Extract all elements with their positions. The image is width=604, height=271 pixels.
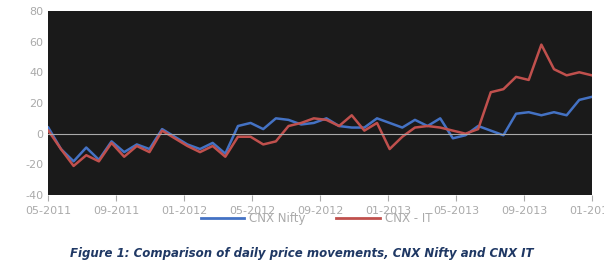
CNX Nifty [196,147,204,151]
CNX - IT [57,147,65,151]
CNX Nifty [146,147,153,151]
CNX - IT [373,121,381,125]
CNX - IT [171,137,178,140]
CNX Nifty [525,111,532,114]
CNX Nifty [373,117,381,120]
CNX Nifty [184,143,191,146]
CNX Nifty [563,114,570,117]
CNX Nifty [361,126,368,129]
CNX - IT [386,147,393,151]
CNX - IT [70,164,77,167]
CNX Nifty [424,124,431,128]
CNX - IT [196,150,204,154]
CNX Nifty [500,134,507,137]
CNX Nifty [386,121,393,125]
CNX - IT [500,88,507,91]
CNX Nifty [171,135,178,138]
CNX - IT [158,129,165,132]
CNX Nifty [538,114,545,117]
CNX - IT [449,129,457,132]
CNX - IT [146,150,153,154]
CNX Nifty [234,124,242,128]
CNX Nifty [133,143,141,146]
CNX Nifty [222,152,229,155]
CNX Nifty [209,141,216,144]
CNX - IT [563,74,570,77]
CNX - IT [45,129,52,132]
CNX Nifty [576,98,583,102]
CNX - IT [462,132,469,135]
CNX - IT [222,155,229,158]
CNX - IT [272,140,280,143]
CNX Nifty [437,117,444,120]
CNX - IT [588,74,596,77]
CNX Nifty [399,126,406,129]
CNX - IT [234,135,242,138]
CNX Nifty [298,123,305,126]
CNX - IT [247,135,254,138]
CNX Nifty [83,146,90,149]
CNX - IT [437,126,444,129]
CNX Nifty [475,124,482,128]
CNX Nifty [70,160,77,163]
Text: CNX - IT: CNX - IT [385,212,433,225]
CNX Nifty [272,117,280,120]
CNX - IT [512,75,519,79]
CNX Nifty [57,147,65,151]
CNX Nifty [462,134,469,137]
CNX Nifty [45,126,52,129]
Line: CNX - IT: CNX - IT [48,45,592,166]
CNX - IT [525,78,532,82]
CNX - IT [411,126,419,129]
CNX Nifty [310,121,318,125]
CNX - IT [298,121,305,125]
CNX - IT [108,141,115,144]
CNX - IT [335,124,342,128]
CNX - IT [323,118,330,121]
CNX Nifty [449,137,457,140]
CNX - IT [550,67,557,71]
CNX Nifty [121,150,128,154]
CNX - IT [361,129,368,132]
CNX - IT [209,144,216,148]
CNX Nifty [108,140,115,143]
CNX Nifty [285,118,292,121]
CNX - IT [399,135,406,138]
CNX - IT [121,155,128,158]
CNX Nifty [95,158,103,162]
CNX Nifty [260,127,267,131]
CNX - IT [538,43,545,46]
CNX - IT [487,91,495,94]
CNX Nifty [411,118,419,121]
CNX - IT [83,154,90,157]
CNX - IT [95,160,103,163]
CNX - IT [184,144,191,148]
CNX Nifty [588,95,596,98]
CNX Nifty [158,127,165,131]
CNX Nifty [550,111,557,114]
Line: CNX Nifty: CNX Nifty [48,97,592,161]
CNX - IT [310,117,318,120]
CNX - IT [576,71,583,74]
CNX Nifty [512,112,519,115]
CNX - IT [285,124,292,128]
Text: Figure 1: Comparison of daily price movements, CNX Nifty and CNX IT: Figure 1: Comparison of daily price move… [70,247,534,260]
CNX Nifty [335,124,342,128]
CNX Nifty [487,129,495,132]
CNX - IT [260,143,267,146]
CNX - IT [475,127,482,131]
Text: CNX Nifty: CNX Nifty [249,212,306,225]
CNX - IT [424,124,431,128]
CNX - IT [348,114,355,117]
CNX Nifty [323,117,330,120]
CNX Nifty [348,126,355,129]
CNX - IT [133,144,141,148]
CNX Nifty [247,121,254,125]
